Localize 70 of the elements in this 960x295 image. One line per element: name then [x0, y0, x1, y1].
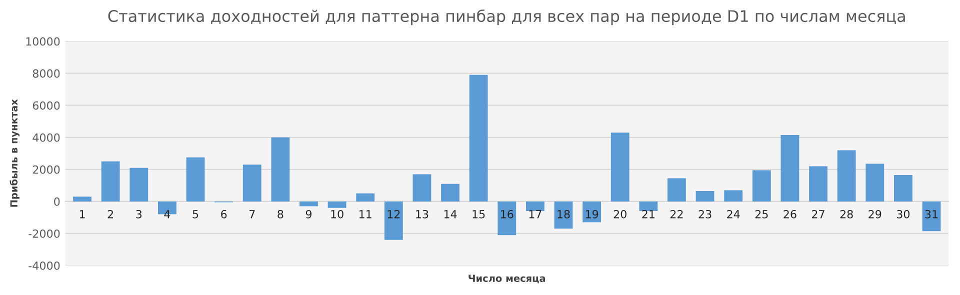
- bar: [526, 201, 544, 212]
- bar: [752, 170, 771, 202]
- x-tick-label: 18: [558, 210, 570, 218]
- x-tick-label: 10: [331, 210, 344, 218]
- y-tick-label: 6000: [32, 101, 60, 110]
- x-tick-label: 14: [444, 210, 457, 218]
- bar: [101, 161, 120, 202]
- x-tick-label: 28: [840, 210, 853, 218]
- bar: [73, 196, 92, 202]
- x-tick-label: 9: [306, 210, 312, 218]
- bar: [922, 201, 941, 232]
- bar: [300, 201, 318, 206]
- bar: [668, 178, 686, 202]
- bar: [412, 174, 432, 202]
- bar: [242, 164, 262, 202]
- bar: [894, 175, 912, 202]
- x-tick-label: 20: [614, 210, 626, 218]
- bar: [328, 201, 346, 208]
- bar: [554, 201, 573, 229]
- x-tick-label: 27: [812, 210, 824, 218]
- bar: [639, 201, 658, 212]
- bar: [271, 137, 290, 202]
- x-tick-label: 3: [136, 210, 142, 218]
- x-tick-label: 17: [529, 210, 542, 218]
- y-tick-label: 0: [54, 197, 60, 206]
- bar: [498, 201, 516, 236]
- y-tick-label: 2000: [32, 165, 60, 174]
- x-tick-label: 15: [472, 210, 485, 218]
- x-tick-label: 1: [80, 210, 85, 218]
- y-tick-label: 8000: [32, 69, 60, 78]
- bar: [866, 164, 884, 202]
- x-tick-label: 29: [868, 210, 882, 218]
- bar: [724, 190, 743, 202]
- bar: [837, 150, 856, 202]
- chart-title: Статистика доходностей для паттерна пинбар для всех пар на периоде D1 по числам месяца: [108, 9, 905, 26]
- y-axis-title: Прибыль в пунктах: [10, 99, 20, 207]
- bar: [130, 168, 148, 202]
- bar: [696, 191, 714, 202]
- x-tick-label: 26: [784, 210, 796, 218]
- bar: [469, 74, 488, 202]
- x-tick-label: 6: [221, 210, 227, 218]
- x-tick-label: 25: [755, 210, 768, 218]
- x-tick-label: 21: [642, 210, 654, 218]
- y-tick-label: 10000: [26, 37, 60, 46]
- x-tick-label: 22: [670, 210, 683, 218]
- bar: [582, 201, 602, 222]
- x-tick-label: 16: [501, 210, 514, 218]
- y-tick-label: -2000: [28, 229, 60, 238]
- x-tick-label: 8: [278, 210, 284, 218]
- x-tick-label: 2: [108, 210, 113, 218]
- x-tick-label: 13: [416, 210, 428, 218]
- x-tick-label: 11: [359, 210, 372, 218]
- x-tick-label: 24: [727, 210, 740, 218]
- bar: [809, 166, 828, 202]
- bar: [356, 193, 375, 202]
- bar: [384, 201, 403, 240]
- x-tick-label: 31: [925, 210, 938, 218]
- x-tick-label: 7: [249, 210, 255, 218]
- x-tick-label: 19: [586, 210, 598, 218]
- bar: [780, 134, 800, 202]
- bar: [441, 184, 460, 202]
- x-axis-title: Число месяца: [468, 274, 546, 284]
- x-tick-label: 5: [192, 210, 198, 218]
- x-tick-label: 23: [698, 210, 712, 218]
- x-tick-label: 30: [896, 210, 910, 218]
- y-tick-label: -4000: [28, 261, 60, 270]
- bar: [186, 157, 205, 202]
- x-tick-label: 12: [388, 210, 400, 218]
- y-tick-label: 4000: [32, 133, 60, 142]
- bar: [610, 132, 630, 202]
